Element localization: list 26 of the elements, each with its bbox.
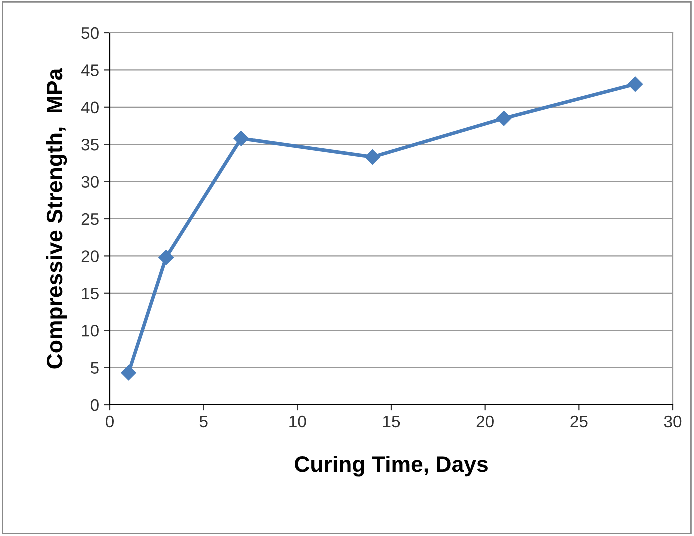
y-tick-label: 25 — [82, 213, 99, 226]
x-tick-label: 15 — [384, 416, 400, 428]
x-tick-label: 5 — [200, 416, 208, 428]
y-tick-label: 40 — [81, 102, 99, 114]
point — [628, 76, 644, 92]
y-tick-label: 45 — [81, 64, 99, 76]
y-tick-label: 5 — [90, 362, 99, 374]
x-tick-label: 0 — [106, 416, 114, 428]
point — [121, 365, 136, 381]
point — [496, 110, 512, 126]
x-tick-label: 10 — [290, 416, 306, 428]
x-tick-label: 25 — [570, 416, 588, 428]
point — [365, 150, 380, 165]
y-tick-label: 0 — [90, 399, 99, 412]
y-tick-label: 20 — [82, 250, 99, 262]
x-axis-title: Curing Time, Days — [295, 456, 488, 477]
y-tick-label: 15 — [82, 288, 99, 300]
x-tick-label: 30 — [664, 416, 682, 428]
y-tick-label: 30 — [82, 176, 99, 188]
y-tick-label: 10 — [82, 325, 99, 337]
y-tick-label: 50 — [82, 27, 99, 40]
point — [158, 250, 174, 266]
y-tick-label: 35 — [82, 139, 99, 151]
y-axis-title: Compressive Strength, MPa — [46, 68, 68, 369]
x-tick-label: 20 — [476, 416, 494, 428]
point — [234, 131, 249, 146]
